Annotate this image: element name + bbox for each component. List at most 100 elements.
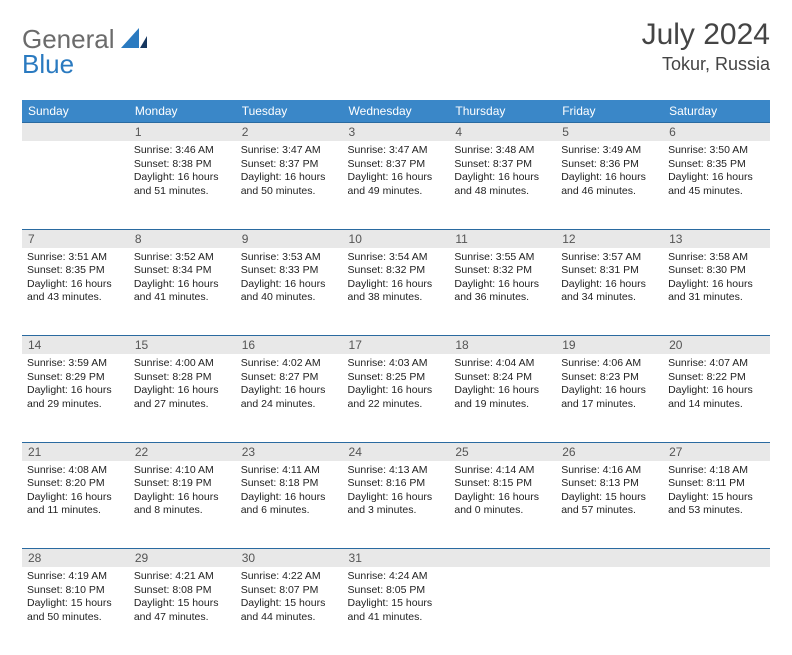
daylight-text: Daylight: 15 hours and 57 minutes. xyxy=(561,491,658,518)
sunrise-text: Sunrise: 4:08 AM xyxy=(27,464,124,478)
daylight-text: Daylight: 16 hours and 49 minutes. xyxy=(348,171,445,198)
daylight-text: Daylight: 16 hours and 11 minutes. xyxy=(27,491,124,518)
sunset-text: Sunset: 8:38 PM xyxy=(134,158,231,172)
sunset-text: Sunset: 8:28 PM xyxy=(134,371,231,385)
day-number: 16 xyxy=(236,336,343,355)
sunset-text: Sunset: 8:20 PM xyxy=(27,477,124,491)
day-header: Saturday xyxy=(663,100,770,123)
daylight-text: Daylight: 16 hours and 8 minutes. xyxy=(134,491,231,518)
sunrise-text: Sunrise: 3:59 AM xyxy=(27,357,124,371)
day-number: 6 xyxy=(663,123,770,142)
sunrise-text: Sunrise: 3:53 AM xyxy=(241,251,338,265)
daylight-text: Daylight: 16 hours and 19 minutes. xyxy=(454,384,551,411)
day-number-row: 78910111213 xyxy=(22,229,770,248)
sunset-text: Sunset: 8:37 PM xyxy=(241,158,338,172)
logo-sail-icon xyxy=(121,26,147,53)
daylight-text: Daylight: 16 hours and 46 minutes. xyxy=(561,171,658,198)
week-row: Sunrise: 3:59 AMSunset: 8:29 PMDaylight:… xyxy=(22,354,770,442)
day-header: Monday xyxy=(129,100,236,123)
sunrise-text: Sunrise: 4:24 AM xyxy=(348,570,445,584)
day-number: 19 xyxy=(556,336,663,355)
sunrise-text: Sunrise: 3:55 AM xyxy=(454,251,551,265)
calendar-table: Sunday Monday Tuesday Wednesday Thursday… xyxy=(22,100,770,655)
sunset-text: Sunset: 8:32 PM xyxy=(348,264,445,278)
day-cell: Sunrise: 4:11 AMSunset: 8:18 PMDaylight:… xyxy=(236,461,343,549)
sunset-text: Sunset: 8:35 PM xyxy=(668,158,765,172)
sunrise-text: Sunrise: 3:46 AM xyxy=(134,144,231,158)
day-number: 14 xyxy=(22,336,129,355)
daylight-text: Daylight: 16 hours and 41 minutes. xyxy=(134,278,231,305)
sunrise-text: Sunrise: 4:00 AM xyxy=(134,357,231,371)
sunset-text: Sunset: 8:33 PM xyxy=(241,264,338,278)
week-row: Sunrise: 3:46 AMSunset: 8:38 PMDaylight:… xyxy=(22,141,770,229)
day-cell: Sunrise: 4:21 AMSunset: 8:08 PMDaylight:… xyxy=(129,567,236,655)
day-header: Sunday xyxy=(22,100,129,123)
daylight-text: Daylight: 16 hours and 0 minutes. xyxy=(454,491,551,518)
day-number: 12 xyxy=(556,229,663,248)
day-cell: Sunrise: 3:47 AMSunset: 8:37 PMDaylight:… xyxy=(236,141,343,229)
daylight-text: Daylight: 16 hours and 43 minutes. xyxy=(27,278,124,305)
daylight-text: Daylight: 16 hours and 29 minutes. xyxy=(27,384,124,411)
day-cell: Sunrise: 3:50 AMSunset: 8:35 PMDaylight:… xyxy=(663,141,770,229)
day-number-row: 28293031 xyxy=(22,549,770,568)
day-number: 20 xyxy=(663,336,770,355)
day-number: 31 xyxy=(343,549,450,568)
sunrise-text: Sunrise: 4:22 AM xyxy=(241,570,338,584)
day-number: 22 xyxy=(129,442,236,461)
sunrise-text: Sunrise: 4:19 AM xyxy=(27,570,124,584)
day-number: 3 xyxy=(343,123,450,142)
daylight-text: Daylight: 16 hours and 34 minutes. xyxy=(561,278,658,305)
day-number-row: 14151617181920 xyxy=(22,336,770,355)
sunset-text: Sunset: 8:18 PM xyxy=(241,477,338,491)
day-cell: Sunrise: 4:19 AMSunset: 8:10 PMDaylight:… xyxy=(22,567,129,655)
day-number: 25 xyxy=(449,442,556,461)
day-number: 1 xyxy=(129,123,236,142)
sunset-text: Sunset: 8:35 PM xyxy=(27,264,124,278)
day-number: 27 xyxy=(663,442,770,461)
title-block: July 2024 Tokur, Russia xyxy=(642,18,770,75)
day-number: 9 xyxy=(236,229,343,248)
sunrise-text: Sunrise: 3:47 AM xyxy=(241,144,338,158)
day-header: Wednesday xyxy=(343,100,450,123)
week-row: Sunrise: 3:51 AMSunset: 8:35 PMDaylight:… xyxy=(22,248,770,336)
daylight-text: Daylight: 16 hours and 6 minutes. xyxy=(241,491,338,518)
daylight-text: Daylight: 16 hours and 17 minutes. xyxy=(561,384,658,411)
sunset-text: Sunset: 8:10 PM xyxy=(27,584,124,598)
daylight-text: Daylight: 16 hours and 51 minutes. xyxy=(134,171,231,198)
daylight-text: Daylight: 15 hours and 50 minutes. xyxy=(27,597,124,624)
sunrise-text: Sunrise: 3:52 AM xyxy=(134,251,231,265)
day-number: 18 xyxy=(449,336,556,355)
sunrise-text: Sunrise: 4:07 AM xyxy=(668,357,765,371)
logo-text-blue: Blue xyxy=(22,49,74,80)
daylight-text: Daylight: 15 hours and 53 minutes. xyxy=(668,491,765,518)
day-number-row: 123456 xyxy=(22,123,770,142)
day-cell: Sunrise: 3:55 AMSunset: 8:32 PMDaylight:… xyxy=(449,248,556,336)
sunset-text: Sunset: 8:05 PM xyxy=(348,584,445,598)
sunrise-text: Sunrise: 4:11 AM xyxy=(241,464,338,478)
day-cell: Sunrise: 4:08 AMSunset: 8:20 PMDaylight:… xyxy=(22,461,129,549)
sunrise-text: Sunrise: 4:18 AM xyxy=(668,464,765,478)
day-number xyxy=(449,549,556,568)
sunset-text: Sunset: 8:13 PM xyxy=(561,477,658,491)
sunrise-text: Sunrise: 3:54 AM xyxy=(348,251,445,265)
sunrise-text: Sunrise: 4:10 AM xyxy=(134,464,231,478)
day-cell: Sunrise: 4:22 AMSunset: 8:07 PMDaylight:… xyxy=(236,567,343,655)
daylight-text: Daylight: 15 hours and 47 minutes. xyxy=(134,597,231,624)
sunrise-text: Sunrise: 4:06 AM xyxy=(561,357,658,371)
day-number: 10 xyxy=(343,229,450,248)
day-cell: Sunrise: 3:58 AMSunset: 8:30 PMDaylight:… xyxy=(663,248,770,336)
sunset-text: Sunset: 8:34 PM xyxy=(134,264,231,278)
daylight-text: Daylight: 15 hours and 41 minutes. xyxy=(348,597,445,624)
day-header: Thursday xyxy=(449,100,556,123)
sunset-text: Sunset: 8:19 PM xyxy=(134,477,231,491)
day-number: 28 xyxy=(22,549,129,568)
daylight-text: Daylight: 16 hours and 38 minutes. xyxy=(348,278,445,305)
sunset-text: Sunset: 8:27 PM xyxy=(241,371,338,385)
day-cell: Sunrise: 3:52 AMSunset: 8:34 PMDaylight:… xyxy=(129,248,236,336)
day-header-row: Sunday Monday Tuesday Wednesday Thursday… xyxy=(22,100,770,123)
month-title: July 2024 xyxy=(642,18,770,52)
day-number: 26 xyxy=(556,442,663,461)
daylight-text: Daylight: 16 hours and 48 minutes. xyxy=(454,171,551,198)
sunset-text: Sunset: 8:29 PM xyxy=(27,371,124,385)
sunset-text: Sunset: 8:32 PM xyxy=(454,264,551,278)
